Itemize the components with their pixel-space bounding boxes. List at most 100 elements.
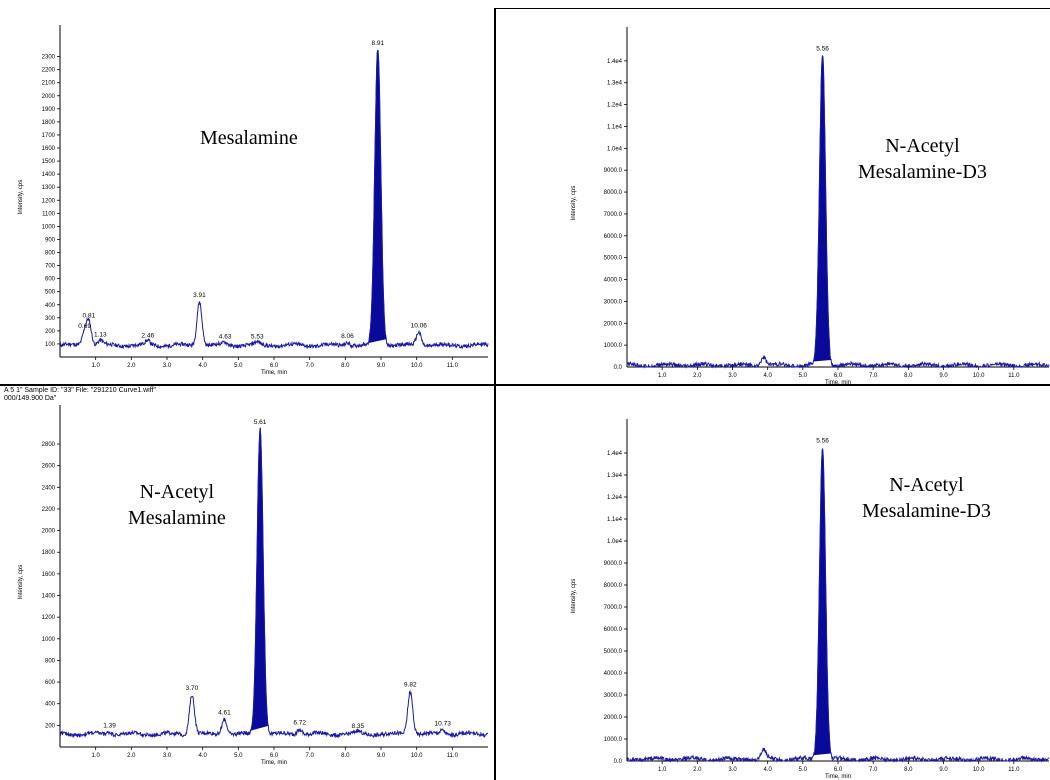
y-tick-label: 700 [45,264,56,270]
x-axis-label: Time, min [261,760,287,766]
y-tick-label: 7000.0 [604,212,623,218]
chromatogram-trace [59,49,489,350]
peak-retention-label: 1.13 [94,332,107,339]
y-tick-label: 1.3e4 [607,81,623,87]
peak-retention-label: 9.82 [404,682,417,689]
compound-label-line: Mesalamine [200,127,298,149]
peak-retention-label: 5.53 [251,334,264,341]
x-tick-label: 7.0 [869,767,878,773]
y-tick-label: 1.1e4 [607,124,623,130]
y-tick-label: 300 [45,316,56,322]
mass-transition-caption: 000/149.900 Da" [4,395,57,402]
y-tick-label: 8000.0 [604,190,623,196]
peak-retention-label: 10.06 [411,323,428,330]
chromatogram-panel-mesalamine: 1.0 2.0 3.0 4.0 5.0 6.0 7.0 8.0 9.0 10.0 11.0 100 20… [18,25,489,376]
y-tick-label: 6000.0 [604,234,623,240]
x-tick-label: 11.0 [447,753,459,759]
y-tick-label: 1800 [42,120,56,126]
chromatogram-trace [59,427,488,739]
x-axis-label: Time, min [825,774,851,780]
compound-label-line: Mesalamine [128,507,226,529]
y-tick-label: 200 [45,329,56,335]
y-tick-label: 400 [45,702,56,708]
x-tick-label: 6.0 [834,373,843,379]
x-tick-label: 1.0 [91,363,100,369]
chromatogram-trace [626,448,1050,763]
y-tick-label: 2200 [42,68,56,74]
y-tick-label: 2800 [42,442,56,448]
y-tick-label: 1000.0 [604,737,623,743]
peak-retention-label: 8.35 [351,723,364,730]
y-tick-label: 0.0 [614,365,623,371]
y-tick-label: 6000.0 [604,627,623,633]
x-tick-label: 5.0 [234,363,243,369]
x-tick-label: 11.0 [1008,373,1020,379]
y-tick-label: 1000.0 [604,343,623,349]
y-tick-label: 2000 [42,94,56,100]
x-tick-label: 10.0 [973,767,985,773]
chromatogram-panel-n-acetyl-mesalamine: 1.0 2.0 3.0 4.0 5.0 6.0 7.0 8.0 9.0 10.0 11.0 200 40… [18,405,488,766]
peak-retention-label: 1.39 [103,722,116,729]
y-tick-label: 0.0 [614,759,623,765]
chromatogram-trace [626,55,1050,369]
y-tick-label: 1.4e4 [607,59,623,65]
y-tick-label: 1300 [42,185,56,191]
x-tick-label: 3.0 [163,363,172,369]
y-tick-label: 2100 [42,81,56,87]
x-tick-label: 2.0 [127,753,136,759]
x-tick-label: 11.0 [447,363,459,369]
x-tick-label: 6.0 [834,767,843,773]
y-tick-label: 2200 [42,507,56,513]
y-tick-label: 4000.0 [604,278,623,284]
y-tick-label: 1.2e4 [607,495,623,501]
y-tick-label: 2000 [42,529,56,535]
y-tick-label: 800 [45,658,56,664]
y-tick-label: 3000.0 [604,299,623,305]
peak-retention-label: 4.63 [219,334,232,341]
y-tick-label: 1400 [42,594,56,600]
top-right-border [496,8,1050,9]
x-axis-label: Time, min [261,370,287,376]
y-tick-label: 2600 [42,464,56,470]
x-tick-label: 6.0 [270,363,279,369]
x-tick-label: 8.0 [904,373,913,379]
y-tick-label: 1600 [42,572,56,578]
chromatogram-panel-is-top: 1.0 2.0 3.0 4.0 5.0 6.0 7.0 8.0 9.0 10.0 11.0 1000.… [571,27,1050,386]
vertical-divider [494,8,496,780]
chromatogram-panel-is-bottom: 1.0 2.0 3.0 4.0 5.0 6.0 7.0 8.0 9.0 10.0 11.0 1000.… [571,419,1050,780]
x-tick-label: 1.0 [91,753,100,759]
peak-retention-label: 0.69 [78,323,91,330]
peak-retention-label: 5.56 [816,437,829,444]
x-tick-label: 9.0 [377,363,386,369]
compound-label-n-acetyl-mesalamine: N-Acetyl Mesalamine [128,479,226,531]
x-tick-label: 1.0 [658,373,667,379]
x-tick-label: 8.0 [341,363,350,369]
horizontal-divider [0,384,1050,386]
x-tick-label: 3.0 [163,753,172,759]
compound-label-line: N-Acetyl [139,481,215,503]
y-tick-label: 5000.0 [604,256,623,262]
y-tick-label: 1000 [42,637,56,643]
x-tick-label: 3.0 [728,373,737,379]
y-tick-label: 1500 [42,159,56,165]
x-tick-label: 4.0 [763,767,772,773]
y-tick-label: 2000.0 [604,715,623,721]
y-tick-label: 1.1e4 [607,517,623,523]
y-tick-label: 1700 [42,133,56,139]
y-tick-label: 1900 [42,107,56,113]
x-tick-label: 2.0 [693,767,702,773]
peak-retention-label: 5.61 [254,419,267,426]
peak-retention-label: 0.81 [83,313,96,320]
peak-retention-label: 3.70 [186,685,199,692]
y-tick-label: 9000.0 [604,168,623,174]
y-tick-label: 1.0e4 [607,146,623,152]
x-tick-label: 5.0 [234,753,243,759]
x-tick-label: 10.0 [411,363,423,369]
y-tick-label: 600 [45,680,56,686]
x-tick-label: 8.0 [341,753,350,759]
y-tick-label: 400 [45,303,56,309]
y-tick-label: 2300 [42,55,56,61]
y-tick-label: 9000.0 [604,561,623,567]
x-tick-label: 11.0 [1008,767,1020,773]
